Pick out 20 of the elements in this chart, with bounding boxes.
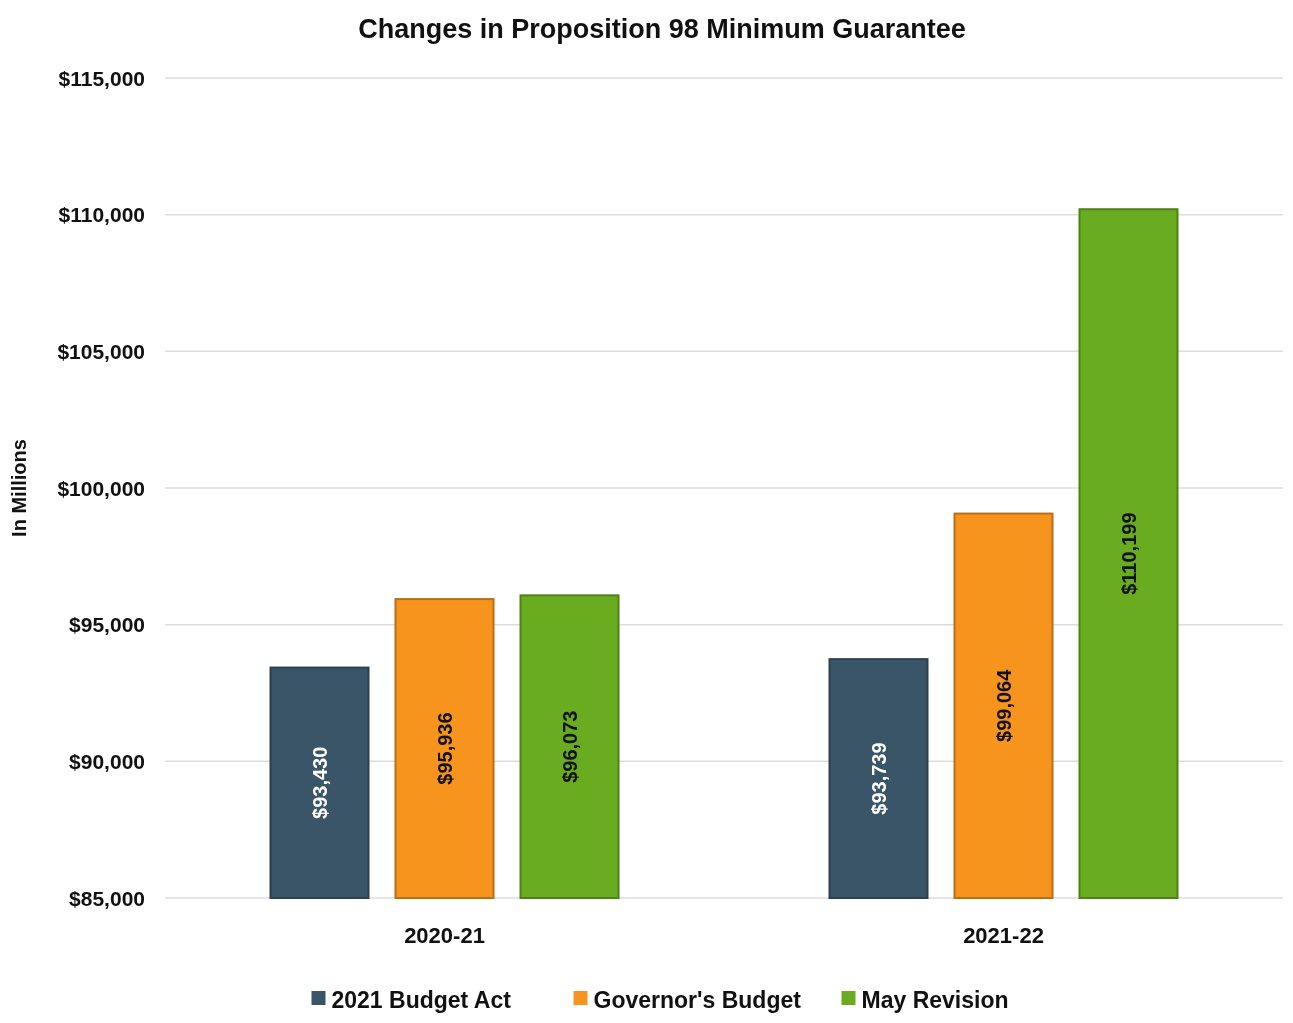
y-tick-label: $95,000 — [69, 613, 145, 637]
y-tick-label: $90,000 — [69, 749, 145, 773]
text: $99,064 — [992, 669, 1015, 742]
y-tick-label: $115,000 — [58, 66, 145, 90]
legend-label: 2021 Budget Act — [331, 987, 512, 1013]
x-tick-label: 2021-22 — [963, 923, 1044, 948]
text: $93,430 — [308, 746, 331, 819]
text: $93,739 — [867, 742, 890, 815]
chart-title: Changes in Proposition 98 Minimum Guarantee — [358, 14, 966, 44]
legend-label: Governor's Budget — [593, 987, 802, 1013]
legend-label: May Revision — [861, 987, 1009, 1013]
text: $110,199 — [1117, 512, 1140, 595]
y-axis-title: In Millions — [8, 439, 30, 537]
text: $96,073 — [558, 710, 581, 783]
text: $95,936 — [433, 712, 456, 785]
y-tick-label: $85,000 — [69, 886, 145, 910]
y-tick-label: $105,000 — [57, 339, 145, 363]
y-tick-label: $100,000 — [57, 476, 145, 500]
x-tick-label: 2020-21 — [404, 923, 485, 948]
y-tick-label: $110,000 — [58, 203, 145, 227]
